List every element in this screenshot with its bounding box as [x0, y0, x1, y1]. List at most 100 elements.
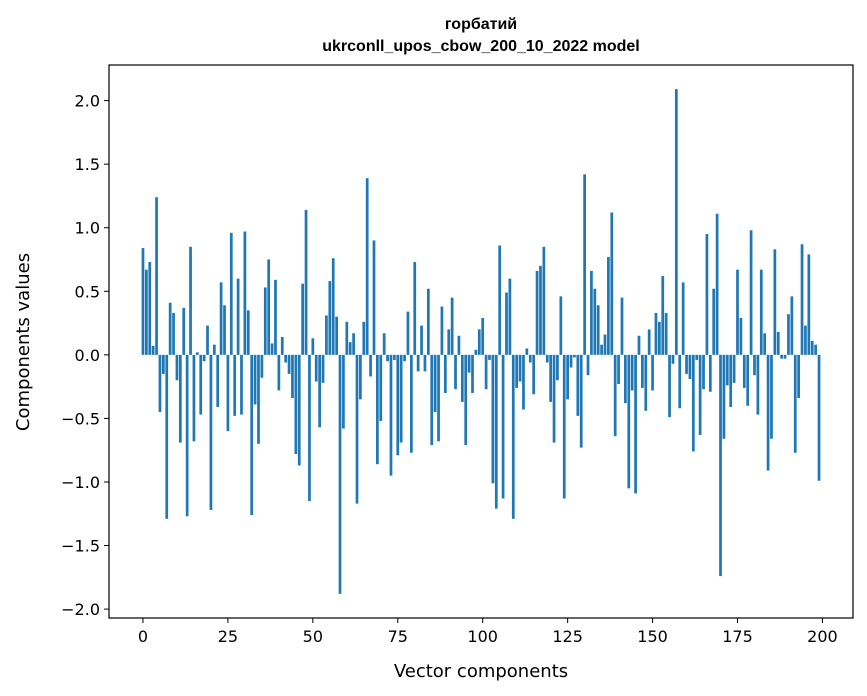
bar	[202, 354, 206, 362]
bar	[206, 325, 209, 355]
bar	[790, 296, 794, 355]
bar	[280, 337, 284, 355]
bar	[515, 354, 519, 388]
bar	[257, 354, 260, 444]
bar	[382, 333, 386, 355]
y-tick-label: −1.0	[61, 473, 100, 492]
bar	[342, 354, 345, 429]
bar	[209, 354, 213, 510]
bar	[658, 321, 661, 355]
bar	[304, 209, 308, 355]
bar	[376, 354, 379, 465]
bar	[732, 354, 736, 383]
bar	[396, 354, 400, 456]
bar	[365, 178, 369, 355]
bar	[770, 354, 773, 439]
bar	[624, 354, 627, 404]
bar	[474, 349, 478, 355]
bar	[729, 354, 733, 407]
bar	[362, 321, 366, 355]
bar	[494, 354, 498, 509]
bar	[698, 354, 702, 435]
bar	[413, 262, 417, 355]
chart-title-line-1: горбатий	[445, 16, 517, 33]
bar	[739, 317, 743, 355]
bar	[620, 297, 624, 355]
bar	[674, 89, 678, 355]
bar	[763, 333, 767, 355]
bar	[454, 354, 457, 390]
bar	[668, 354, 671, 418]
bar	[685, 354, 688, 374]
bar	[219, 282, 223, 355]
bar	[508, 278, 512, 355]
bar	[308, 354, 311, 502]
bar	[185, 354, 189, 517]
bar	[773, 249, 777, 355]
bar	[691, 354, 695, 452]
bar	[712, 288, 716, 355]
bar	[386, 354, 389, 362]
bar	[579, 354, 583, 448]
bar	[403, 354, 406, 362]
bar	[369, 354, 372, 377]
bar	[552, 354, 556, 443]
bar	[780, 354, 784, 359]
bar	[766, 354, 770, 471]
bar	[243, 231, 247, 355]
bar	[736, 269, 739, 355]
x-tick-label: 100	[467, 627, 498, 646]
bar	[223, 305, 226, 355]
x-tick-label: 0	[138, 627, 148, 646]
bar	[817, 354, 821, 481]
bar	[787, 314, 790, 355]
bar	[569, 354, 573, 368]
plot-frame	[108, 64, 854, 619]
bar	[335, 316, 338, 355]
y-tick-label: 0.0	[75, 346, 100, 365]
bar	[301, 283, 304, 355]
bar	[399, 354, 403, 443]
bar	[416, 354, 420, 372]
bar	[253, 354, 257, 405]
bar	[236, 278, 240, 355]
bar	[647, 329, 651, 355]
bar	[447, 329, 451, 355]
bar	[556, 354, 559, 381]
bar	[498, 245, 502, 355]
bar	[617, 354, 620, 385]
bar	[814, 344, 817, 355]
bar	[250, 354, 254, 516]
bar	[331, 258, 335, 355]
bar	[807, 254, 811, 355]
bar	[804, 325, 807, 355]
bar	[277, 354, 281, 391]
bar	[708, 354, 712, 392]
bar	[637, 335, 641, 355]
bar	[715, 213, 719, 355]
bar	[759, 269, 763, 355]
y-tick-label: −2.0	[61, 600, 100, 619]
y-tick-label: 0.5	[75, 282, 100, 301]
bar	[443, 354, 447, 393]
bar	[352, 333, 355, 355]
bar	[189, 246, 192, 355]
bar	[542, 246, 546, 355]
bar	[464, 354, 468, 446]
bar	[491, 354, 495, 484]
bar	[576, 354, 580, 416]
bar	[678, 354, 682, 409]
bar	[355, 354, 359, 504]
bar	[345, 321, 349, 355]
bar	[359, 354, 362, 400]
bar	[158, 354, 162, 413]
bar	[338, 354, 342, 594]
bar	[379, 354, 383, 421]
bar	[705, 234, 709, 355]
bar	[651, 354, 654, 391]
bar	[212, 344, 216, 355]
bar	[532, 354, 536, 395]
x-tick-label: 25	[218, 627, 238, 646]
y-axis-ticks: −2.0 −1.5 −1.0 −0.5 0.0 0.5 1.0 1.5 2.0	[61, 92, 109, 619]
bar	[328, 281, 332, 355]
